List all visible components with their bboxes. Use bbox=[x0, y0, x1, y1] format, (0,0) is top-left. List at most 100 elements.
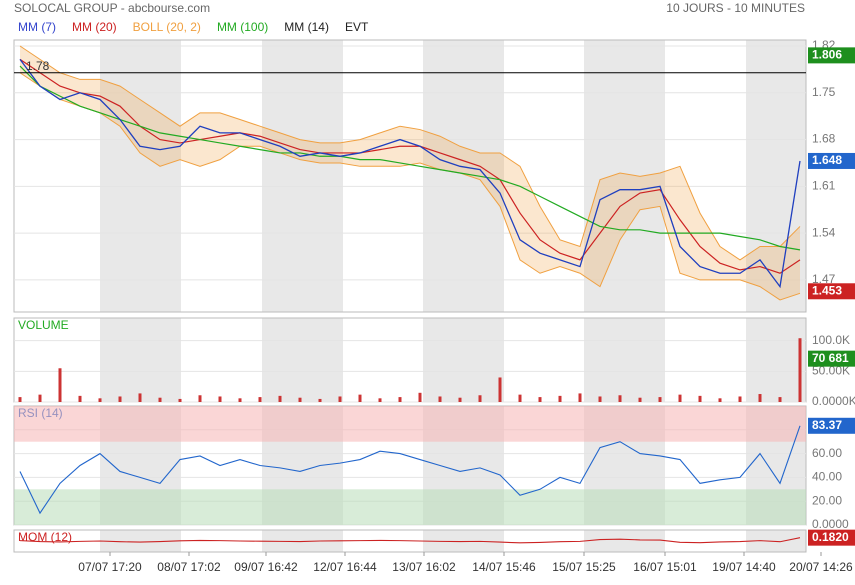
y-tick-label: 1.68 bbox=[812, 132, 836, 146]
rsi-line bbox=[19, 425, 801, 515]
y-tick-label: 1.75 bbox=[812, 85, 836, 99]
legend-entry: MM (7) bbox=[18, 20, 56, 34]
volume-badge-bg bbox=[808, 350, 855, 367]
volume-bar bbox=[378, 398, 382, 402]
y-tick-label: 40.00 bbox=[812, 470, 842, 484]
rsi-badge: 83.37 bbox=[812, 418, 842, 432]
ma-line bbox=[19, 65, 801, 251]
y-tick-label: 50.00K bbox=[812, 364, 850, 378]
mom-badge-bg bbox=[808, 529, 855, 546]
volume-bar bbox=[478, 395, 482, 402]
volume-bar bbox=[638, 397, 642, 402]
y-tick-label: 0.0000 bbox=[812, 517, 849, 531]
boll-band bbox=[20, 46, 800, 300]
price-badge: 1.453 bbox=[812, 283, 842, 297]
day-band bbox=[100, 318, 181, 402]
volume-bar bbox=[98, 398, 102, 402]
volume-bar bbox=[158, 397, 162, 402]
volume-bar bbox=[58, 368, 62, 402]
price-badge-bg bbox=[808, 47, 855, 64]
volume-bar bbox=[498, 377, 502, 402]
volume-bar bbox=[398, 397, 402, 402]
volume-bar bbox=[418, 392, 422, 402]
volume-bar bbox=[458, 397, 462, 402]
volume-bar bbox=[698, 395, 702, 402]
mom-line bbox=[19, 537, 801, 544]
panel-frame bbox=[13, 39, 807, 313]
volume-bar bbox=[218, 396, 222, 402]
price-badge: 1.648 bbox=[812, 153, 842, 167]
day-band bbox=[746, 318, 806, 402]
legend-entry: BOLL (20, 2) bbox=[133, 20, 201, 34]
day-band bbox=[262, 318, 343, 402]
price-badge-bg bbox=[808, 283, 855, 300]
volume-bar bbox=[618, 395, 622, 402]
volume-bar bbox=[298, 397, 302, 402]
volume-bar bbox=[358, 394, 362, 402]
day-band bbox=[584, 40, 665, 312]
volume-bar bbox=[198, 395, 202, 402]
period: 10 JOURS - 10 MINUTES bbox=[666, 1, 805, 15]
day-band bbox=[100, 530, 181, 552]
overbought-zone bbox=[14, 406, 806, 442]
x-tick-label: 09/07 16:42 bbox=[234, 560, 298, 574]
volume-bar bbox=[438, 396, 442, 402]
day-band bbox=[262, 40, 343, 312]
panel-frame bbox=[13, 529, 807, 553]
volume-bar bbox=[758, 394, 762, 402]
volume-bar bbox=[38, 394, 42, 402]
y-tick-label: 1.47 bbox=[812, 272, 836, 286]
volume-bar bbox=[278, 395, 282, 402]
y-tick-label: 1.54 bbox=[812, 225, 836, 239]
panel-title: VOLUME bbox=[18, 318, 69, 332]
y-tick-label: 0.0000K bbox=[812, 394, 855, 408]
price-line bbox=[19, 58, 801, 289]
legend-entry: EVT bbox=[345, 20, 369, 34]
x-tick-label: 20/07 14:26 bbox=[789, 560, 853, 574]
volume-bar bbox=[598, 396, 602, 402]
volume-bar bbox=[338, 396, 342, 402]
volume-bar bbox=[798, 338, 802, 402]
volume-bar bbox=[778, 397, 782, 402]
rsi-badge-bg bbox=[808, 417, 855, 434]
volume-bar bbox=[538, 397, 542, 402]
volume-bar bbox=[138, 393, 142, 402]
volume-bar bbox=[558, 395, 562, 402]
day-band bbox=[100, 40, 181, 312]
legend-entry: MM (20) bbox=[72, 20, 117, 34]
day-band bbox=[423, 40, 504, 312]
mom-badge: 0.1820 bbox=[812, 530, 849, 544]
day-band bbox=[584, 530, 665, 552]
volume-bar bbox=[738, 396, 742, 402]
x-tick-label: 14/07 15:46 bbox=[472, 560, 536, 574]
day-band bbox=[584, 318, 665, 402]
legend-entry: MM (100) bbox=[217, 20, 268, 34]
oversold-zone bbox=[14, 489, 806, 525]
volume-bar bbox=[258, 397, 262, 402]
x-tick-label: 15/07 15:25 bbox=[552, 560, 616, 574]
volume-bar bbox=[178, 398, 182, 402]
volume-bar bbox=[118, 396, 122, 402]
y-tick-label: 20.00 bbox=[812, 493, 842, 507]
volume-bar bbox=[718, 398, 722, 402]
y-tick-label: 100.0K bbox=[812, 333, 850, 347]
ref-label: 1.78 bbox=[26, 59, 50, 73]
y-tick-label: 1.61 bbox=[812, 179, 836, 193]
volume-bar bbox=[518, 394, 522, 402]
volume-bar bbox=[678, 394, 682, 402]
volume-bar bbox=[18, 397, 22, 402]
price-badge-bg bbox=[808, 152, 855, 169]
volume-badge: 70 681 bbox=[812, 351, 849, 365]
volume-bar bbox=[78, 395, 82, 402]
volume-bar bbox=[658, 397, 662, 402]
boll-upper bbox=[19, 45, 801, 261]
x-tick-label: 13/07 16:02 bbox=[392, 560, 456, 574]
day-band bbox=[423, 318, 504, 402]
volume-bar bbox=[578, 393, 582, 402]
legend-entry: MM (14) bbox=[284, 20, 329, 34]
x-tick-label: 07/07 17:20 bbox=[78, 560, 142, 574]
ma-line bbox=[19, 58, 801, 274]
price-badge: 1.806 bbox=[812, 48, 842, 62]
x-tick-label: 12/07 16:44 bbox=[313, 560, 377, 574]
